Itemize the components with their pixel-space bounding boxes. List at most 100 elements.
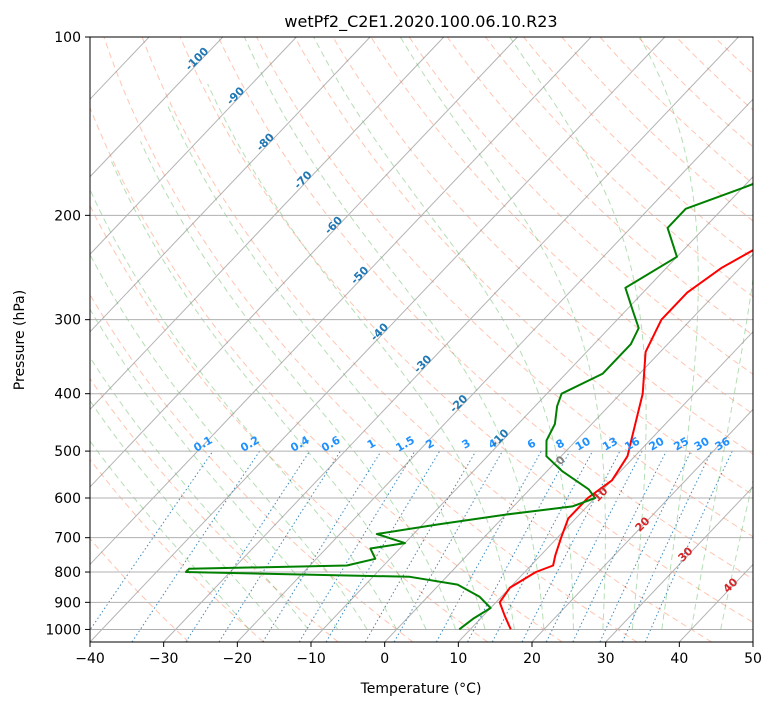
isotherm-label: -50 bbox=[348, 264, 371, 287]
mixing-ratio-line bbox=[90, 450, 214, 631]
mixing-ratio-label: 6 bbox=[525, 436, 538, 451]
mixing-ratio-line bbox=[435, 450, 542, 642]
x-tick-label: −40 bbox=[75, 651, 105, 667]
y-tick-label: 100 bbox=[54, 30, 81, 46]
mixing-ratio-label: 2 bbox=[423, 437, 436, 452]
x-tick-label: 30 bbox=[597, 651, 615, 667]
isotherm-line bbox=[384, 253, 753, 642]
isotherm-label: 30 bbox=[676, 544, 696, 564]
dry-adiabat bbox=[90, 293, 414, 642]
dry-adiabat bbox=[90, 458, 264, 642]
chart-title: wetPf2_C2E1.2020.100.06.10.R23 bbox=[284, 12, 557, 32]
dry-adiabat bbox=[90, 106, 563, 642]
x-tick-label: −30 bbox=[149, 651, 179, 667]
x-axis-label: Temperature (°C) bbox=[360, 681, 482, 697]
isotherm-label: -30 bbox=[411, 352, 434, 375]
dry-adiabat bbox=[637, 37, 753, 148]
isotherm-line bbox=[310, 176, 753, 642]
mixing-ratio-line bbox=[545, 450, 643, 642]
grid-lines bbox=[0, 37, 753, 642]
mixing-ratio-line bbox=[491, 450, 594, 642]
isotherm-label: 10 bbox=[591, 484, 611, 504]
isotherm-line bbox=[90, 37, 371, 333]
x-tick-label: 20 bbox=[523, 651, 541, 667]
dry-adiabat bbox=[599, 37, 753, 185]
dry-adiabat bbox=[714, 37, 753, 75]
dry-adiabat bbox=[523, 37, 753, 260]
mixing-ratio-line bbox=[131, 450, 261, 642]
moist-adiabat bbox=[207, 83, 515, 630]
dry-adiabat bbox=[752, 37, 753, 39]
mixing-ratio-line bbox=[325, 450, 441, 642]
mixing-ratio-line bbox=[298, 450, 416, 642]
series-group bbox=[184, 182, 753, 631]
isotherm-label: -100 bbox=[183, 44, 212, 73]
moist-adiabat bbox=[90, 308, 339, 630]
mixing-ratio-line bbox=[644, 450, 733, 642]
y-tick-label: 900 bbox=[54, 595, 81, 611]
mixing-ratio-line bbox=[364, 450, 477, 642]
moist-adiabat bbox=[90, 356, 309, 630]
dry-adiabat bbox=[332, 37, 753, 455]
x-tick-label: 50 bbox=[744, 651, 762, 667]
isotherm-label: -40 bbox=[368, 320, 391, 343]
x-tick-label: 40 bbox=[670, 651, 688, 667]
x-axis: −40 −30 −20 −10 0 10 20 30 40 50 bbox=[75, 642, 762, 667]
dry-adiabat bbox=[103, 37, 638, 642]
plot-frame bbox=[89, 36, 754, 643]
mixing-ratio-line bbox=[572, 450, 667, 642]
isotherm-line bbox=[678, 563, 753, 642]
moist-adiabat bbox=[399, 37, 606, 630]
dry-adiabat bbox=[179, 37, 753, 623]
y-tick-label: 1000 bbox=[45, 622, 81, 638]
mixing-ratio-line bbox=[467, 450, 571, 642]
moist-adiabat bbox=[720, 478, 753, 630]
isotherm-label: -80 bbox=[254, 130, 277, 153]
x-tick-label: 0 bbox=[380, 651, 389, 667]
mixing-ratio-line bbox=[521, 450, 621, 642]
dry-adiabat bbox=[141, 37, 712, 642]
isotherm-line bbox=[90, 37, 518, 488]
isotherm-label: 40 bbox=[721, 575, 741, 595]
y-axis: 1000 900 800 700 600 500 400 300 200 100 bbox=[45, 30, 90, 638]
isotherm-line bbox=[90, 37, 666, 642]
dry-adiabat bbox=[256, 37, 753, 538]
moist-adiabat bbox=[90, 440, 250, 630]
dewpoint-profile bbox=[184, 182, 753, 631]
isotherm-line bbox=[605, 486, 753, 642]
mixing-ratio-label: 3 bbox=[460, 437, 473, 452]
dry-adiabat bbox=[294, 37, 753, 496]
isotherm-line bbox=[457, 331, 753, 642]
x-tick-label: −10 bbox=[296, 651, 326, 667]
isotherm-line bbox=[90, 37, 224, 178]
mixing-ratio-line bbox=[185, 450, 311, 642]
mixing-ratio-line bbox=[393, 450, 503, 642]
dry-adiabat bbox=[561, 37, 753, 222]
moist-adiabat bbox=[140, 141, 456, 630]
y-axis-label: Pressure (hPa) bbox=[12, 290, 28, 390]
dry-adiabat bbox=[446, 37, 753, 336]
x-tick-label: −20 bbox=[223, 651, 253, 667]
isotherm-line bbox=[163, 37, 739, 642]
y-tick-label: 600 bbox=[54, 491, 81, 507]
dry-adiabat bbox=[90, 204, 488, 642]
moist-adiabat bbox=[690, 275, 753, 630]
moist-adiabat bbox=[313, 37, 574, 630]
y-tick-label: 400 bbox=[54, 387, 81, 403]
temperature-profile bbox=[498, 249, 753, 630]
mixing-ratio-line bbox=[599, 450, 692, 642]
isotherm-label: 20 bbox=[633, 514, 653, 534]
moist-adiabat bbox=[90, 188, 398, 630]
moist-adiabat bbox=[243, 37, 545, 630]
isotherm-label: -20 bbox=[447, 392, 470, 415]
isotherm-line bbox=[0, 37, 2, 642]
background-lines bbox=[90, 37, 753, 642]
y-tick-label: 800 bbox=[54, 565, 81, 581]
dry-adiabat bbox=[217, 37, 753, 580]
dry-adiabat bbox=[485, 37, 753, 298]
isotherm-line bbox=[236, 98, 753, 642]
y-tick-label: 700 bbox=[54, 531, 81, 547]
moist-adiabat bbox=[509, 37, 647, 630]
dry-adiabat bbox=[90, 377, 339, 642]
